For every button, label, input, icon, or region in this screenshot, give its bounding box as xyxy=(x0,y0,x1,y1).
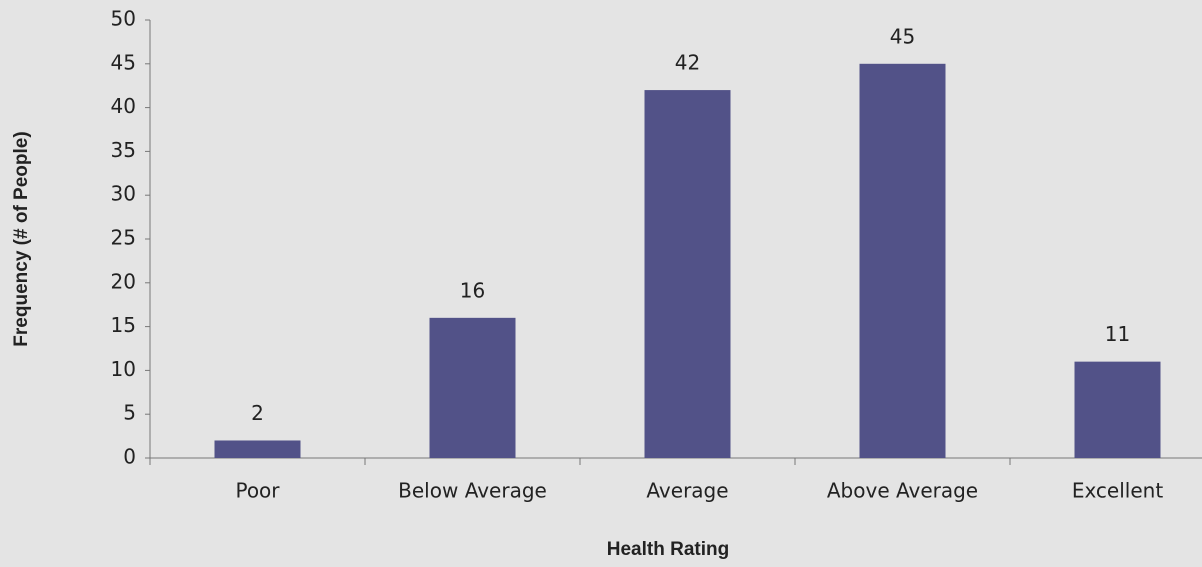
x-tick-label: Poor xyxy=(235,479,280,503)
y-tick-label: 50 xyxy=(111,7,136,31)
x-tick-label: Average xyxy=(646,479,728,503)
y-tick-label: 40 xyxy=(111,94,136,118)
data-label: 16 xyxy=(460,278,485,302)
x-axis-title: Health Rating xyxy=(607,539,729,560)
data-label: 11 xyxy=(1105,322,1130,346)
bar xyxy=(429,317,516,458)
x-tick-label: Below Average xyxy=(398,479,547,503)
x-tick-label: Above Average xyxy=(827,479,978,503)
x-tick-label: Excellent xyxy=(1072,479,1164,503)
y-tick-label: 25 xyxy=(111,226,136,250)
data-label: 42 xyxy=(675,51,700,75)
y-tick-label: 35 xyxy=(111,138,136,162)
bar xyxy=(644,90,731,458)
data-label: 2 xyxy=(251,401,264,425)
y-tick-label: 0 xyxy=(123,445,136,469)
y-tick-label: 30 xyxy=(111,182,136,206)
y-tick-label: 10 xyxy=(111,357,136,381)
bar xyxy=(859,63,946,459)
y-tick-label: 20 xyxy=(111,269,136,293)
y-axis-title: Frequency (# of People) xyxy=(11,131,32,346)
bar xyxy=(1074,361,1161,458)
y-tick-label: 5 xyxy=(123,401,136,425)
y-tick-label: 45 xyxy=(111,50,136,74)
data-label: 45 xyxy=(890,24,915,48)
y-tick-label: 15 xyxy=(111,313,136,337)
bar xyxy=(214,440,301,458)
